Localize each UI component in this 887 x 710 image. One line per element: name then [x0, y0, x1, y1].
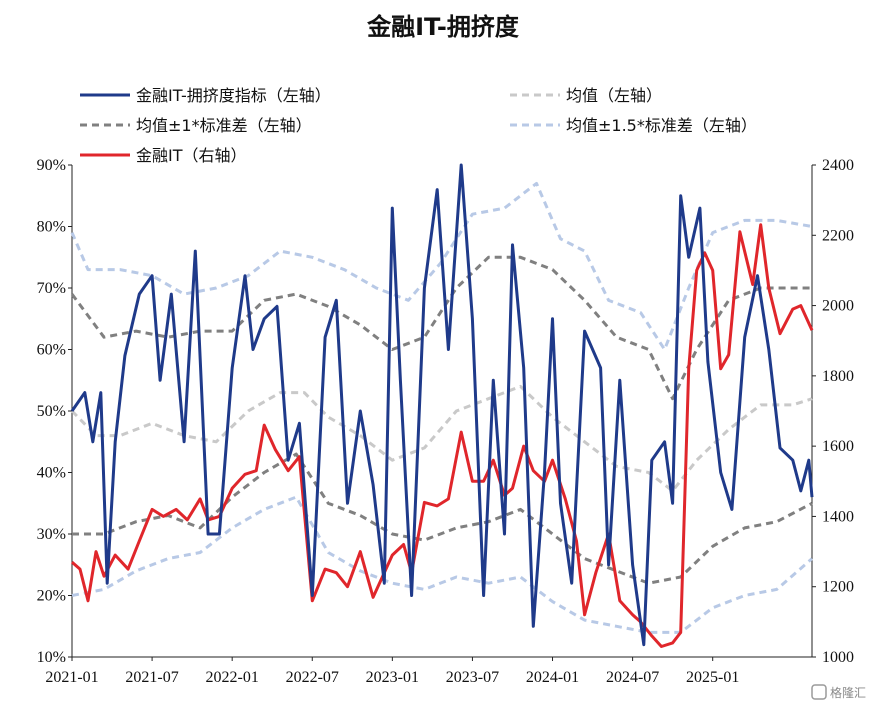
x-tick-label: 2021-01 — [45, 669, 98, 686]
legend-label: 均值（左轴） — [566, 86, 662, 105]
legend: 金融IT-拥挤度指标（左轴） 均值（左轴） 均值±1*标准差（左轴） 均值±1.5*标… — [80, 86, 757, 165]
x-tick-label: 2023-01 — [366, 669, 419, 686]
legend-label: 金融IT-拥挤度指标（左轴） — [136, 86, 331, 105]
y-left-tick-label: 70% — [37, 280, 66, 297]
watermark-text: 格隆汇 — [830, 685, 866, 700]
x-tick-label: 2023-07 — [446, 669, 499, 686]
series-line — [70, 384, 813, 493]
series-line — [70, 163, 814, 647]
legend-label: 均值±1*标准差（左轴） — [136, 116, 312, 135]
series-line — [72, 452, 813, 585]
legend-label: 均值±1.5*标准差（左轴） — [566, 116, 757, 135]
x-tick-label: 2022-01 — [206, 669, 259, 686]
y-left-tick-label: 80% — [37, 219, 66, 236]
y-right-tick-label: 1600 — [822, 438, 854, 455]
x-tick-label: 2025-01 — [686, 669, 739, 686]
y-right-tick-label: 2000 — [822, 298, 854, 315]
y-left-tick-label: 10% — [37, 649, 66, 666]
y-right-tick-label: 2400 — [822, 157, 854, 174]
y-right-tick-label: 2200 — [822, 227, 854, 244]
plot-area — [70, 163, 814, 648]
watermark: 格隆汇 — [811, 684, 866, 700]
x-tick-label: 2024-07 — [606, 669, 659, 686]
series-line — [71, 223, 814, 648]
y-left-tick-label: 20% — [37, 588, 66, 605]
x-tick-label: 2021-07 — [125, 669, 178, 686]
legend-label: 金融IT（右轴） — [136, 146, 247, 165]
y-right-tick-label: 1800 — [822, 368, 854, 385]
x-tick-label: 2024-01 — [526, 669, 579, 686]
y-left-tick-label: 30% — [37, 526, 66, 543]
y-right-tick-label: 1000 — [822, 649, 854, 666]
y-left-tick-label: 90% — [37, 157, 66, 174]
series-line — [71, 495, 813, 634]
y-right-tick-label: 1200 — [822, 579, 854, 596]
y-right-tick-label: 1400 — [822, 508, 854, 525]
watermark-logo-icon — [811, 684, 827, 700]
y-left-tick-label: 40% — [37, 465, 66, 482]
axes: 10% 20% 30% 40% 50% 60% 70% 80% 90% 1000 1200 1400 1… — [37, 157, 854, 686]
y-left-tick-label: 50% — [37, 403, 66, 420]
x-tick-label: 2022-07 — [286, 669, 339, 686]
series-line — [70, 181, 813, 351]
y-left-tick-label: 60% — [37, 342, 66, 359]
chart-title: 金融IT-拥挤度 — [366, 13, 520, 41]
